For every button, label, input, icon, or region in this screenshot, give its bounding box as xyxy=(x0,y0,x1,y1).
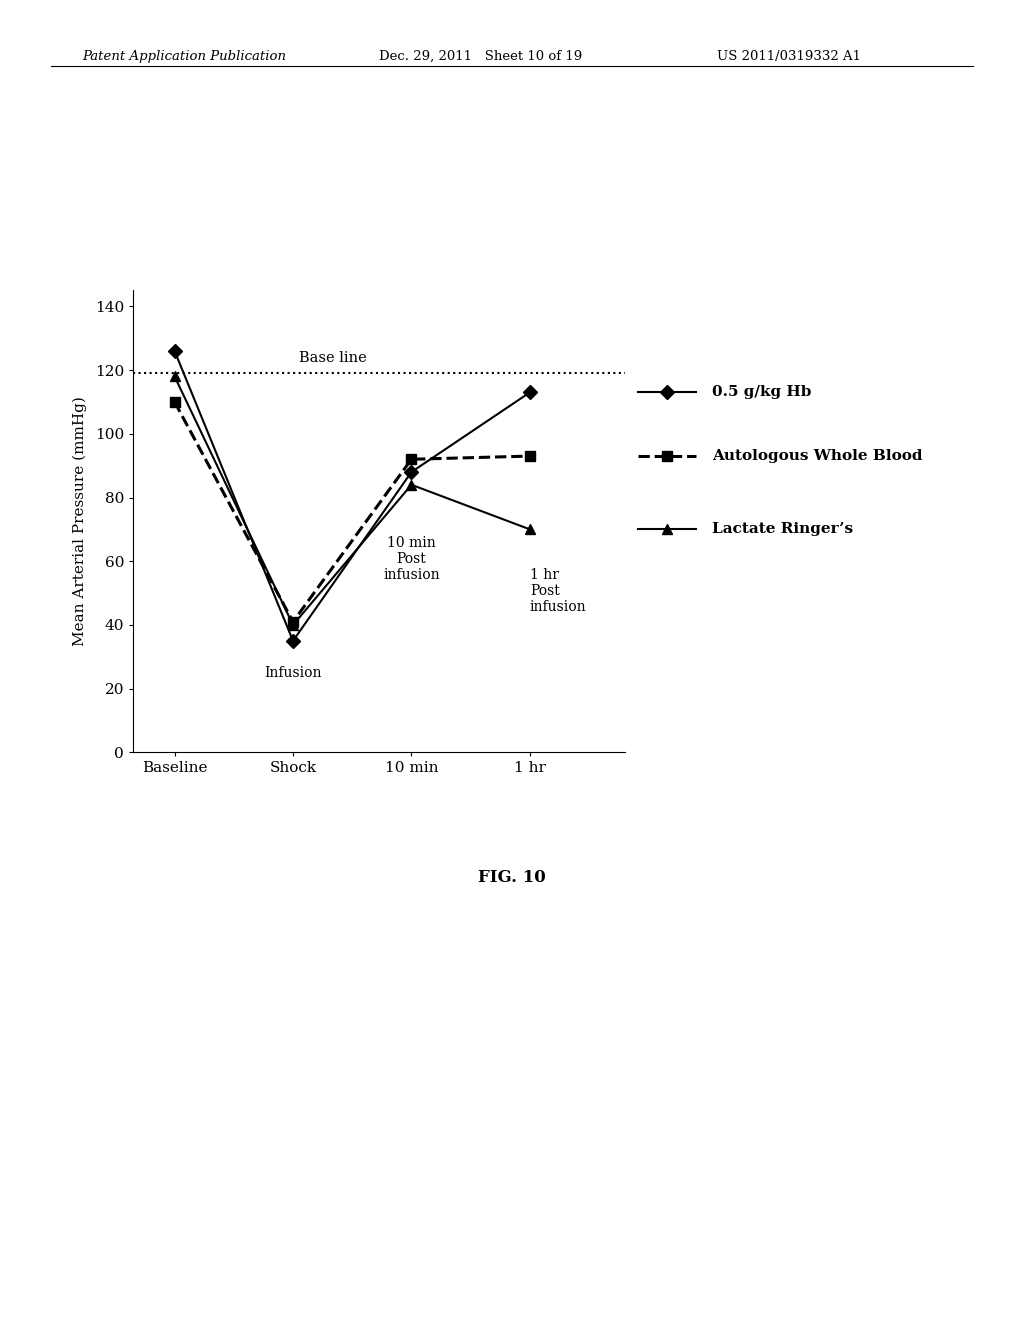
Text: Lactate Ringer’s: Lactate Ringer’s xyxy=(712,523,853,536)
Text: US 2011/0319332 A1: US 2011/0319332 A1 xyxy=(717,50,861,63)
Text: Dec. 29, 2011   Sheet 10 of 19: Dec. 29, 2011 Sheet 10 of 19 xyxy=(379,50,582,63)
Y-axis label: Mean Arterial Pressure (mmHg): Mean Arterial Pressure (mmHg) xyxy=(72,396,86,647)
Text: FIG. 10: FIG. 10 xyxy=(478,870,546,886)
Text: 0.5 g/kg Hb: 0.5 g/kg Hb xyxy=(712,385,811,400)
Text: 10 min
Post
infusion: 10 min Post infusion xyxy=(383,536,439,582)
Text: Autologous Whole Blood: Autologous Whole Blood xyxy=(712,449,923,463)
Text: Infusion: Infusion xyxy=(264,667,322,680)
Text: Base line: Base line xyxy=(299,351,367,366)
Text: 1 hr
Post
infusion: 1 hr Post infusion xyxy=(529,568,587,614)
Text: Patent Application Publication: Patent Application Publication xyxy=(82,50,286,63)
